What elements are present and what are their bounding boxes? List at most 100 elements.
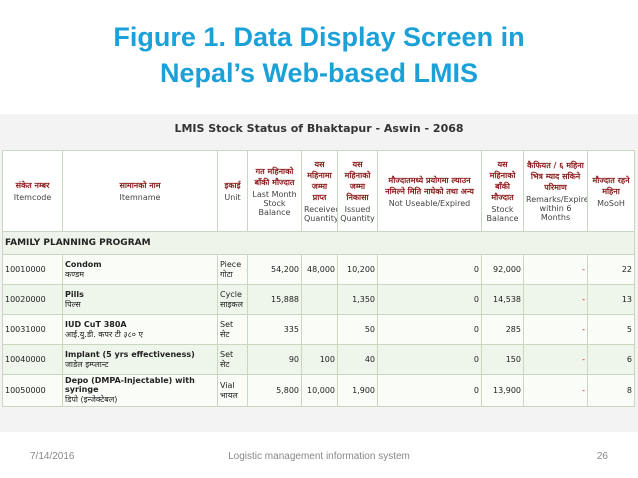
- header-english: Stock Balance: [486, 205, 519, 223]
- item-name: Condom कण्डम: [62, 254, 218, 285]
- section-row: FAMILY PLANNING PROGRAM: [2, 231, 635, 255]
- header-english: Issued Quantity: [340, 205, 375, 223]
- header-english: MoSoH: [597, 198, 625, 208]
- cell: 13,900: [481, 374, 524, 407]
- cell: -: [523, 284, 588, 315]
- cell: 10,000: [301, 374, 338, 407]
- cell: 100: [301, 344, 338, 375]
- unit-nepali: सेट: [220, 359, 230, 369]
- cell: 10,200: [337, 254, 378, 285]
- cell: -: [523, 254, 588, 285]
- unit: Piece गोटा: [217, 254, 248, 285]
- unit-english: Set: [220, 319, 234, 329]
- cell: 13: [587, 284, 635, 315]
- screenshot: LMIS Stock Status of Bhaktapur - Aswin -…: [0, 114, 638, 432]
- slide-title: Figure 1. Data Display Screen in: [113, 22, 525, 52]
- column-header: कैफियत / ६ महिना भित्र म्याद सकिने परिमा…: [523, 150, 588, 232]
- header-nepali: इकाई: [224, 181, 241, 190]
- column-header: यस महिनामा जम्मा प्राप्त Received Quantit…: [301, 150, 338, 232]
- cell: 0: [377, 314, 482, 345]
- screen-title: LMIS Stock Status of Bhaktapur - Aswin -…: [174, 122, 464, 135]
- header-nepali: यस महिनाको बाँकी मौज्दात: [489, 160, 516, 202]
- item-code: 10050000: [2, 374, 63, 407]
- cell: [301, 284, 338, 315]
- column-header: संकेत नम्बर Itemcode: [2, 150, 63, 232]
- column-header: मौज्दातमध्ये प्रयोगमा ल्याउन नमिल्ने मित…: [377, 150, 482, 232]
- item-name: Pills पिल्स: [62, 284, 218, 315]
- unit-nepali: गोटा: [220, 269, 233, 279]
- unit-english: Piece: [220, 259, 242, 269]
- header-english: Itemcode: [13, 193, 52, 202]
- header-nepali: संकेत नम्बर: [15, 181, 50, 190]
- cell: 5,800: [247, 374, 302, 407]
- name-nepali: जाडेल इम्प्लान्ट: [65, 359, 109, 369]
- cell: 285: [481, 314, 524, 345]
- column-header: इकाई Unit: [217, 150, 248, 232]
- cell: 0: [377, 284, 482, 315]
- unit: Set सेट: [217, 314, 248, 345]
- unit-english: Cycle: [220, 289, 242, 299]
- cell: 22: [587, 254, 635, 285]
- column-header: मौज्दात रहने महिना MoSoH: [587, 150, 635, 232]
- header-nepali: यस महिनाको जम्मा निकासा: [344, 160, 371, 202]
- cell: 8: [587, 374, 635, 407]
- column-header: सामानको नाम Itemname: [62, 150, 218, 232]
- unit: Cycle साइकल: [217, 284, 248, 315]
- header-nepali: यस महिनामा जम्मा प्राप्त: [307, 160, 332, 202]
- name-nepali: पिल्स: [65, 299, 81, 309]
- cell: 1,350: [337, 284, 378, 315]
- data-row: 10020000 Pills पिल्स Cycle साइकल 15,888 1,350 0…: [2, 284, 635, 315]
- item-code: 10031000: [2, 314, 63, 345]
- header-nepali: मौज्दात रहने महिना: [592, 175, 630, 196]
- item-name: Implant (5 yrs effectiveness) जाडेल इम्प्…: [62, 344, 218, 375]
- header-english: Not Useable/Expired: [388, 198, 471, 208]
- item-name: Depo (DMPA-Injectable) with syringe डिपो …: [62, 374, 218, 407]
- name-nepali: कण्डम: [65, 269, 85, 279]
- item-code: 10040000: [2, 344, 63, 375]
- data-row: 10031000 IUD CuT 380A आई.यु.डी. कपर टी ३८०…: [2, 314, 635, 345]
- footer-date: 7/14/2016: [30, 451, 75, 462]
- unit-english: Set: [220, 349, 234, 359]
- cell: 0: [377, 374, 482, 407]
- slide-title: Nepal’s Web-based LMIS: [159, 58, 479, 88]
- unit: Vial भायल: [217, 374, 248, 407]
- item-code: 10010000: [2, 254, 63, 285]
- cell: -: [523, 374, 588, 407]
- unit-nepali: साइकल: [220, 299, 243, 309]
- cell: 0: [377, 254, 482, 285]
- section-label: FAMILY PLANNING PROGRAM: [2, 231, 635, 255]
- cell: 50: [337, 314, 378, 345]
- table-body: FAMILY PLANNING PROGRAM 10010000 Condom कण्…: [2, 231, 635, 407]
- header-row: संकेत नम्बर Itemcode सामानको नाम Itemname इक…: [2, 150, 635, 232]
- item-name: IUD CuT 380A आई.यु.डी. कपर टी ३८० ए: [62, 314, 218, 345]
- unit: Set सेट: [217, 344, 248, 375]
- cell: 48,000: [301, 254, 338, 285]
- column-header: यस महिनाको बाँकी मौज्दात Stock Balance: [481, 150, 524, 232]
- cell: -: [523, 314, 588, 345]
- name-nepali: डिपो (इन्जेक्टेबल): [65, 395, 118, 404]
- cell: 54,200: [247, 254, 302, 285]
- cell: 1,900: [337, 374, 378, 407]
- name-english: Depo (DMPA-Injectable) with syringe: [65, 376, 195, 394]
- unit-english: Vial: [220, 380, 235, 390]
- header-nepali: मौज्दातमध्ये प्रयोगमा ल्याउन नमिल्ने मित…: [385, 175, 474, 196]
- cell: 5: [587, 314, 635, 345]
- footer-text: Logistic management information system: [228, 451, 410, 462]
- cell: 335: [247, 314, 302, 345]
- cell: [301, 314, 338, 345]
- name-english: Implant (5 yrs effectiveness): [65, 349, 195, 359]
- cell: 150: [481, 344, 524, 375]
- header-nepali: सामानको नाम: [119, 181, 161, 190]
- item-code: 10020000: [2, 284, 63, 315]
- header-english: Last Month Stock Balance: [252, 189, 297, 217]
- column-header: यस महिनाको जम्मा निकासा Issued Quantity: [337, 150, 378, 232]
- header-nepali: गत महिनाको बाँकी मौज्दात: [254, 166, 295, 187]
- page-number: 26: [596, 451, 608, 462]
- cell: 0: [377, 344, 482, 375]
- cell: 14,538: [481, 284, 524, 315]
- data-row: 10040000 Implant (5 yrs effectiveness) जाड…: [2, 344, 635, 375]
- cell: 15,888: [247, 284, 302, 315]
- header-english: Remarks/Expired within 6 Months: [526, 195, 588, 222]
- name-nepali: आई.यु.डी. कपर टी ३८० ए: [65, 329, 143, 339]
